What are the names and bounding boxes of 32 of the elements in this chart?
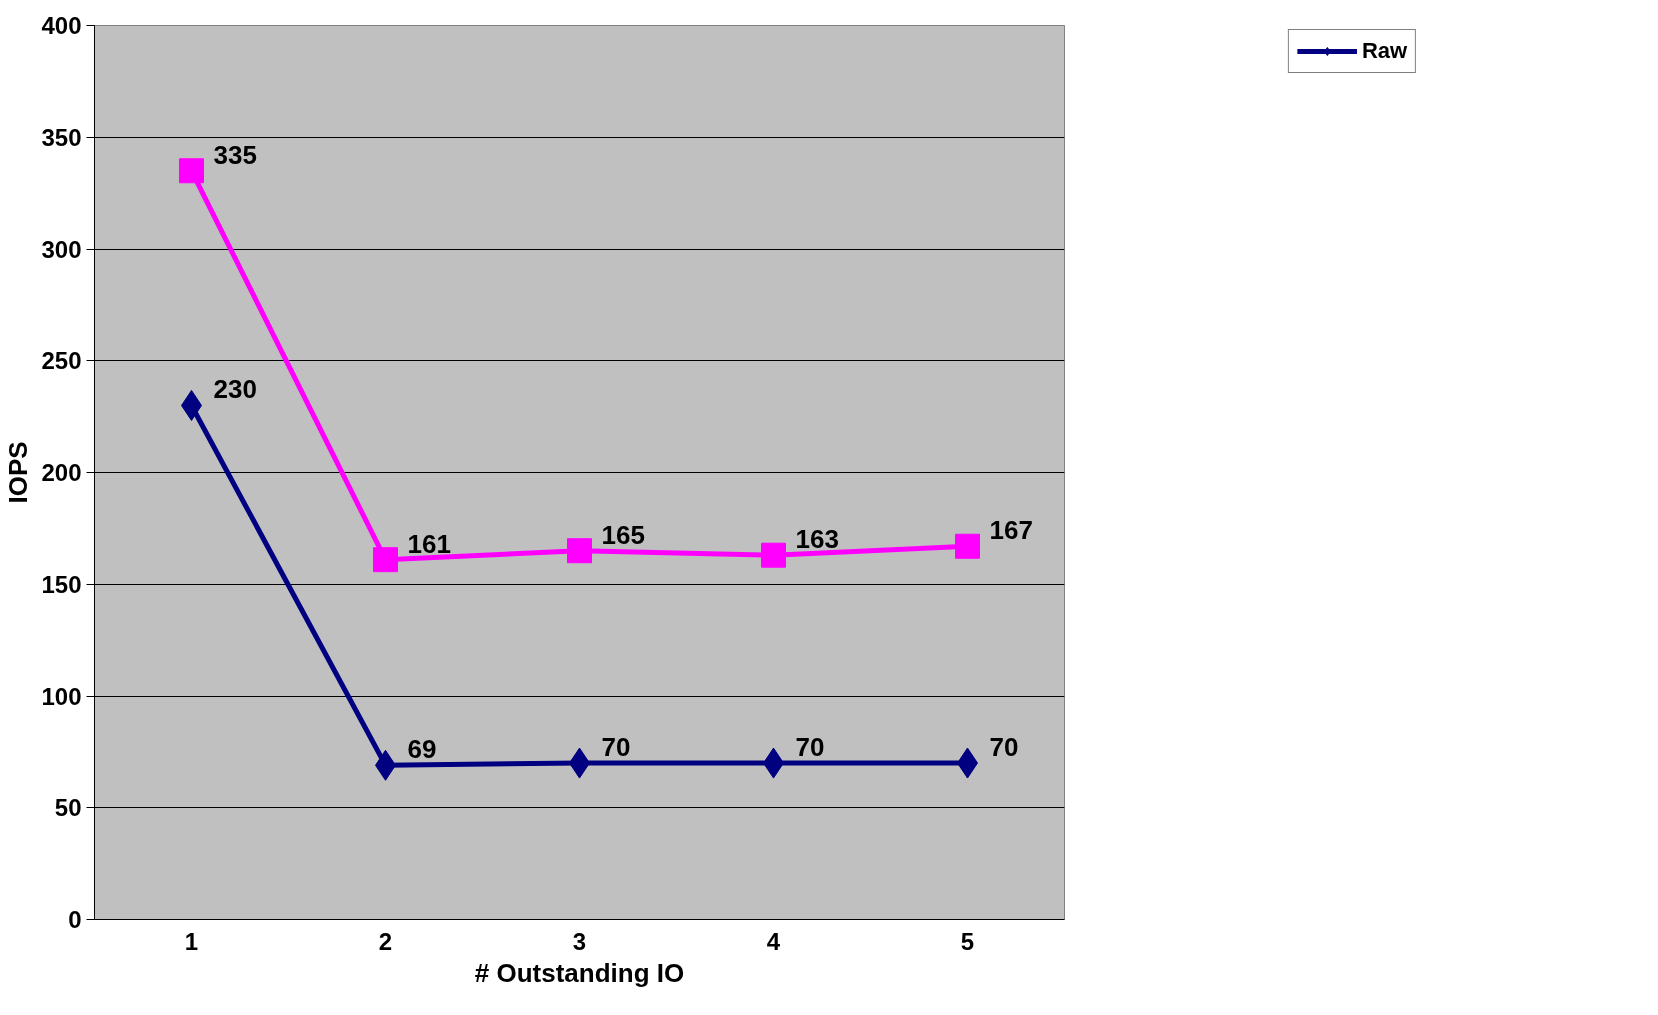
data-label: 70 xyxy=(795,732,825,763)
x-tick-label: 2 xyxy=(378,927,393,955)
data-label: 165 xyxy=(601,519,645,550)
point xyxy=(373,547,398,573)
data-label: 335 xyxy=(213,139,257,170)
y-tick-label: 0 xyxy=(68,906,82,933)
point xyxy=(567,538,592,564)
y-tick-label: 400 xyxy=(41,12,82,39)
data-label: 163 xyxy=(795,524,839,555)
point xyxy=(955,533,980,559)
y-tick-label: 100 xyxy=(41,682,82,710)
y-tick-label: 250 xyxy=(41,347,82,375)
data-label: 167 xyxy=(989,515,1033,546)
y-tick-label: 300 xyxy=(41,235,82,263)
y-axis-title: IOPS xyxy=(3,441,34,504)
data-label: 161 xyxy=(407,528,451,559)
data-label: 230 xyxy=(213,374,257,405)
y-tick-label: 150 xyxy=(41,570,82,598)
legend-label: Raw xyxy=(1361,38,1408,64)
y-tick-label: 200 xyxy=(41,459,82,486)
y-tick-label: 50 xyxy=(54,794,82,822)
x-tick-label: 5 xyxy=(960,927,975,955)
x-axis-title: # Outstanding IO xyxy=(474,957,685,988)
x-tick-label: 3 xyxy=(572,927,587,955)
x-tick-label: 1 xyxy=(184,927,199,955)
y-tick-label: 350 xyxy=(41,123,82,151)
data-label: 70 xyxy=(989,732,1019,763)
data-label: 69 xyxy=(407,734,437,765)
x-tick-label: 4 xyxy=(766,927,781,955)
point xyxy=(761,542,786,568)
point xyxy=(179,158,204,184)
data-label: 70 xyxy=(601,732,631,763)
